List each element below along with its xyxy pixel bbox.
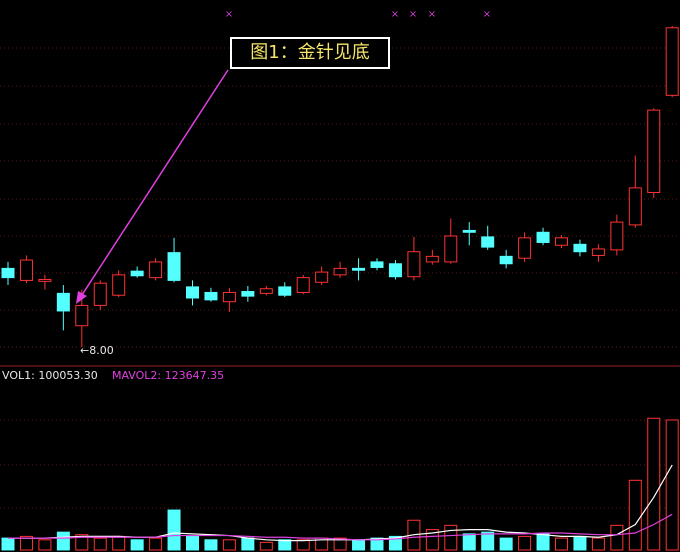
candle-body [130, 270, 144, 277]
volume-bar [536, 533, 550, 551]
volume-bar [259, 541, 273, 551]
volume-bar [38, 539, 52, 551]
volume-bar [628, 479, 642, 551]
volume-bar [591, 537, 605, 551]
volume-bar [333, 537, 347, 551]
volume-ma-line [8, 513, 673, 541]
volume-bar [499, 537, 513, 551]
volume-bar [93, 537, 107, 551]
candle-body [38, 278, 52, 282]
volume-bar [388, 535, 402, 551]
annotation: 图1：金针见底 [250, 42, 369, 63]
candle-body [462, 229, 476, 233]
candle-body [1, 267, 15, 279]
candle-body [167, 252, 181, 281]
signal-marks: × × × × × [225, 9, 491, 20]
volume-bar [462, 533, 476, 551]
candle-body [222, 291, 236, 303]
volume-ma-line [8, 464, 673, 542]
volume-bar [665, 419, 679, 551]
candle-body [93, 282, 107, 306]
low-label: ←8.00 [80, 344, 114, 357]
candle-body [75, 304, 89, 327]
candle-body [647, 109, 661, 193]
candle-body [352, 267, 366, 271]
svg-text:×: × [428, 9, 436, 20]
candle-body [315, 271, 329, 283]
volume-bar [352, 539, 366, 551]
volume-bar [56, 531, 70, 551]
volume-bar [425, 529, 439, 551]
volume-bar [278, 539, 292, 551]
volume-bar [112, 535, 126, 551]
annotation-arrow [79, 69, 229, 299]
annotation-arrowhead [76, 291, 87, 304]
candle-body [370, 261, 384, 268]
volume-bar [610, 524, 624, 551]
candle-body [499, 255, 513, 265]
volume-bar [647, 417, 661, 551]
volume-bar [167, 509, 181, 551]
volume-bar [222, 539, 236, 551]
candle-body [19, 259, 33, 281]
volume-bar [19, 535, 33, 551]
volume-bar [186, 535, 199, 551]
annotation-box [230, 37, 390, 69]
candle-body [241, 291, 255, 297]
candle-body [204, 291, 218, 301]
candle-body [425, 255, 439, 263]
volume-bar [444, 524, 458, 551]
volume-bar [204, 539, 218, 551]
candle-body [536, 231, 550, 243]
candle-body [444, 235, 458, 263]
candle-body [518, 237, 532, 259]
svg-text:×: × [225, 9, 233, 20]
candle-body [56, 292, 70, 312]
candle-body [573, 243, 587, 253]
candle-body [259, 288, 273, 294]
volume-bar [241, 537, 255, 551]
svg-text:×: × [483, 9, 491, 20]
legend-entry: VOL1: 100053.30 [2, 369, 98, 382]
candle-body [186, 286, 199, 299]
svg-text:×: × [391, 9, 399, 20]
volume-bar [296, 539, 310, 551]
volume-bar [573, 535, 587, 551]
candle-body [610, 221, 624, 251]
volume-bar [149, 537, 163, 551]
volume-bar [1, 537, 15, 551]
candle-body [628, 187, 642, 226]
volume-bar [481, 531, 495, 551]
svg-text:×: × [409, 9, 417, 20]
volume-bar [130, 539, 144, 551]
price-panel [1, 25, 679, 348]
candle-body [555, 237, 568, 246]
volume-bar [555, 537, 568, 551]
candle-body [333, 267, 347, 276]
volume-bar [518, 535, 532, 551]
volume-bar [75, 534, 89, 551]
volume-panel [1, 417, 679, 551]
candle-body [591, 248, 605, 256]
candle-body [481, 236, 495, 248]
candle-body [278, 286, 292, 296]
candle-body [112, 274, 126, 296]
candle-body [388, 263, 402, 278]
legend-entry: MAVOL2: 123647.35 [112, 369, 224, 382]
candle-body [149, 261, 163, 279]
volume-bar [370, 537, 384, 551]
candle-body [407, 251, 421, 278]
candle-body [296, 277, 310, 293]
candle-body [665, 27, 679, 96]
